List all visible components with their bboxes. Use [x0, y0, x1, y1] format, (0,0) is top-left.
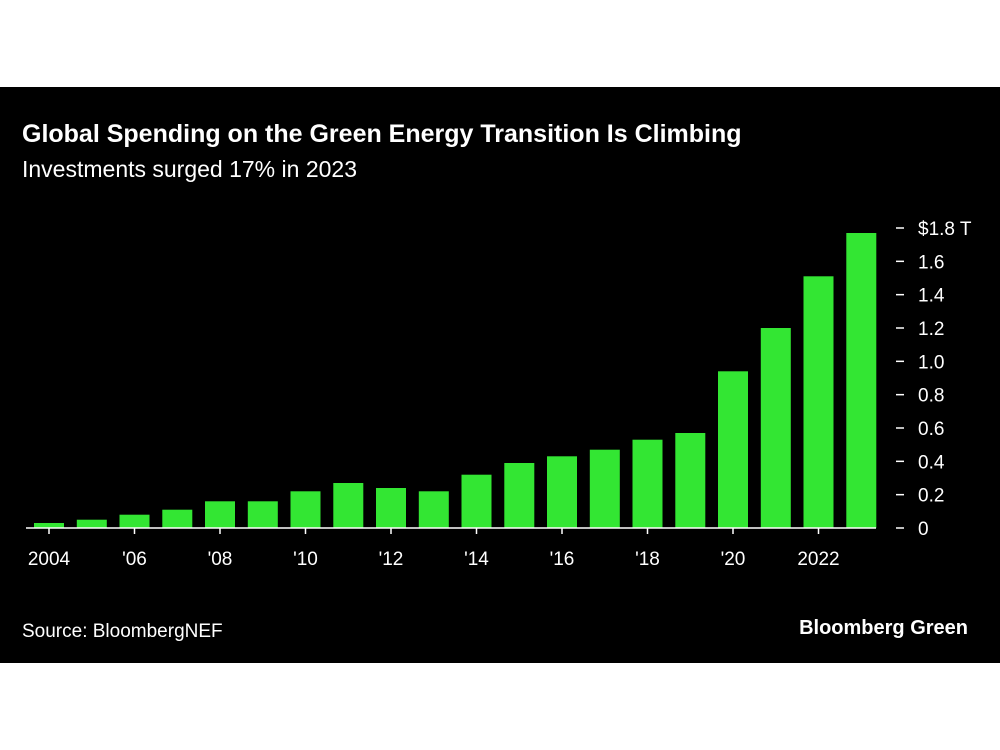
chart-title: Global Spending on the Green Energy Tran…	[22, 120, 742, 148]
y-tick-label: 1.4	[918, 286, 945, 307]
x-tick-label: '12	[379, 549, 404, 570]
bar-2019	[675, 433, 706, 528]
bar-2013	[418, 491, 449, 528]
bar-2010	[290, 491, 321, 528]
bar-2021	[760, 328, 791, 528]
bar-2022	[803, 276, 834, 528]
y-tick-label: 1.0	[918, 352, 944, 373]
x-tick-label: '10	[293, 549, 318, 570]
bar-2014	[461, 474, 492, 528]
bar-2015	[504, 463, 535, 528]
y-tick-label: 0	[918, 519, 929, 540]
y-tick-label: 1.6	[918, 252, 944, 273]
bar-2012	[376, 488, 406, 528]
y-tick-label: 0.8	[918, 386, 944, 407]
y-tick-label: $1.8 T	[918, 219, 972, 240]
x-axis: 2004 '06 '08 '10 '12 '14 '16 '18 '20 2022	[26, 527, 876, 570]
bar-2017	[589, 449, 620, 528]
x-tick-label: '18	[635, 549, 660, 570]
bar-2009	[247, 501, 278, 528]
bar-2005	[76, 519, 107, 528]
bar-2008	[205, 501, 235, 528]
bar-2006	[119, 514, 150, 528]
x-tick-label: 2022	[797, 549, 839, 570]
bar-chart: 2004 '06 '08 '10 '12 '14 '16 '18 '20 2022 $1.8 T 1…	[26, 219, 972, 570]
bar-2011	[333, 483, 364, 528]
y-tick-label: 0.2	[918, 486, 944, 507]
x-tick-label: 2004	[28, 549, 71, 570]
bar-2007	[162, 509, 193, 528]
bar-2016	[547, 456, 577, 528]
brand-logo: Bloomberg Green	[799, 617, 968, 639]
y-tick-label: 0.4	[918, 452, 945, 473]
y-tick-label: 0.6	[918, 419, 944, 440]
source-note: Source: BloombergNEF	[22, 621, 223, 642]
x-tick-label: '16	[550, 549, 575, 570]
bar-2023	[846, 233, 877, 528]
chart-subtitle: Investments surged 17% in 2023	[22, 156, 357, 182]
y-axis: $1.8 T 1.6 1.4 1.2 1.0 0.8 0.6 0.4 0.2 0	[896, 219, 972, 540]
x-tick-label: '20	[721, 549, 746, 570]
bars-group	[34, 233, 877, 528]
x-tick-label: '08	[208, 549, 233, 570]
y-tick-label: 1.2	[918, 319, 944, 340]
chart-panel: Global Spending on the Green Energy Tran…	[0, 87, 1000, 663]
bar-2018	[632, 439, 663, 528]
bar-2004	[34, 523, 64, 528]
x-tick-label: '06	[122, 549, 147, 570]
bar-2020	[718, 371, 748, 528]
x-tick-label: '14	[464, 549, 489, 570]
